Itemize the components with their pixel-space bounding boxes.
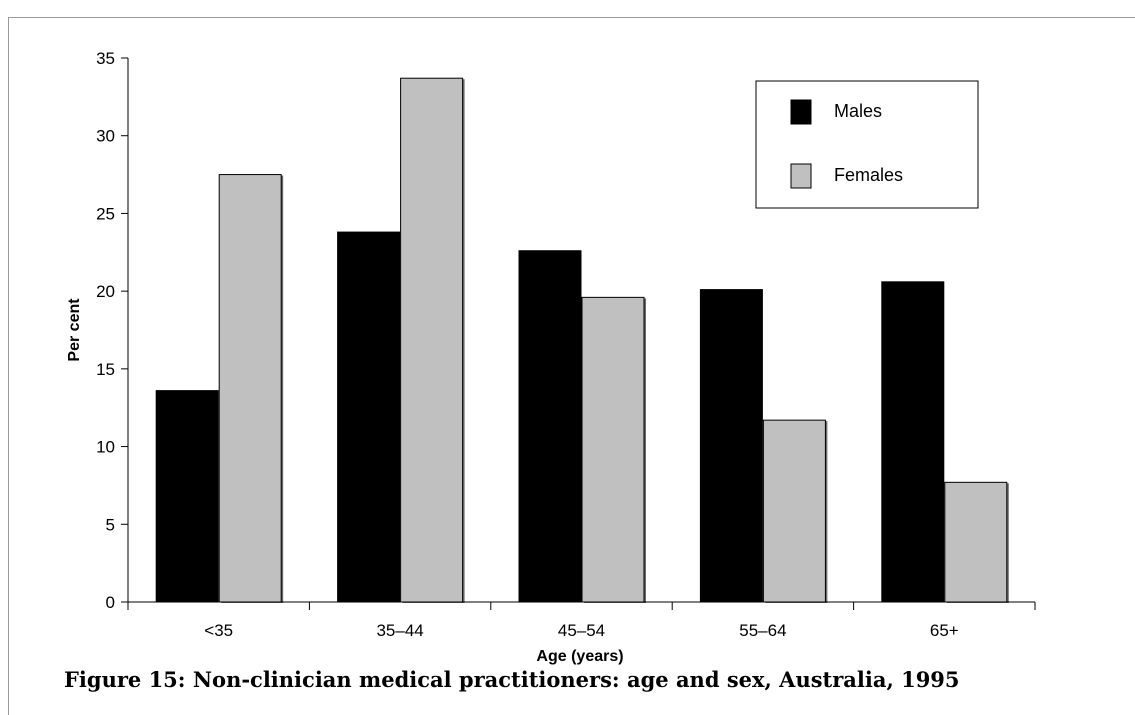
bar-females-55-64 bbox=[762, 419, 826, 603]
bar-females-<35 bbox=[218, 174, 282, 603]
y-tick-label: 0 bbox=[106, 593, 115, 612]
bar-males-35-44 bbox=[337, 231, 401, 603]
bar-males-55-64 bbox=[699, 289, 763, 603]
bar-females-65+ bbox=[944, 481, 1008, 603]
legend-label-males: Males bbox=[834, 101, 882, 121]
y-tick-label: 20 bbox=[96, 282, 115, 301]
bar-females-35-44 bbox=[400, 77, 464, 603]
y-tick-label: 35 bbox=[96, 49, 115, 68]
y-tick-label: 25 bbox=[96, 204, 115, 223]
x-tick-label: 35–44 bbox=[376, 621, 423, 640]
x-tick-label: <35 bbox=[204, 621, 233, 640]
y-axis-title: Per cent bbox=[66, 298, 83, 362]
bar-females-45-54 bbox=[581, 296, 645, 603]
bar-males-65+ bbox=[881, 281, 945, 603]
y-tick-label: 5 bbox=[106, 515, 115, 534]
legend: Males Females bbox=[755, 80, 979, 209]
legend-label-females: Females bbox=[834, 165, 903, 185]
x-tick-label: 45–54 bbox=[558, 621, 605, 640]
bars-group bbox=[155, 77, 1009, 604]
x-axis-title: Age (years) bbox=[536, 648, 623, 665]
y-tick-label: 10 bbox=[96, 438, 115, 457]
x-tick-label: 65+ bbox=[930, 621, 959, 640]
bar-males-<35 bbox=[155, 390, 219, 603]
y-tick-label: 30 bbox=[96, 127, 115, 146]
legend-swatch-males bbox=[790, 99, 812, 125]
figure-frame bbox=[8, 17, 1135, 715]
x-ticks-group: <35 35–44 45–54 55–64 65+ bbox=[127, 602, 1036, 640]
figure-caption: Figure 15: Non-clinician medical practit… bbox=[64, 667, 960, 692]
x-tick-label: 55–64 bbox=[739, 621, 786, 640]
y-tick-label: 15 bbox=[96, 360, 115, 379]
legend-swatch-females bbox=[790, 163, 812, 189]
bar-males-45-54 bbox=[518, 250, 582, 603]
y-ticks-group: 0 5 10 15 20 25 30 35 bbox=[96, 49, 128, 612]
